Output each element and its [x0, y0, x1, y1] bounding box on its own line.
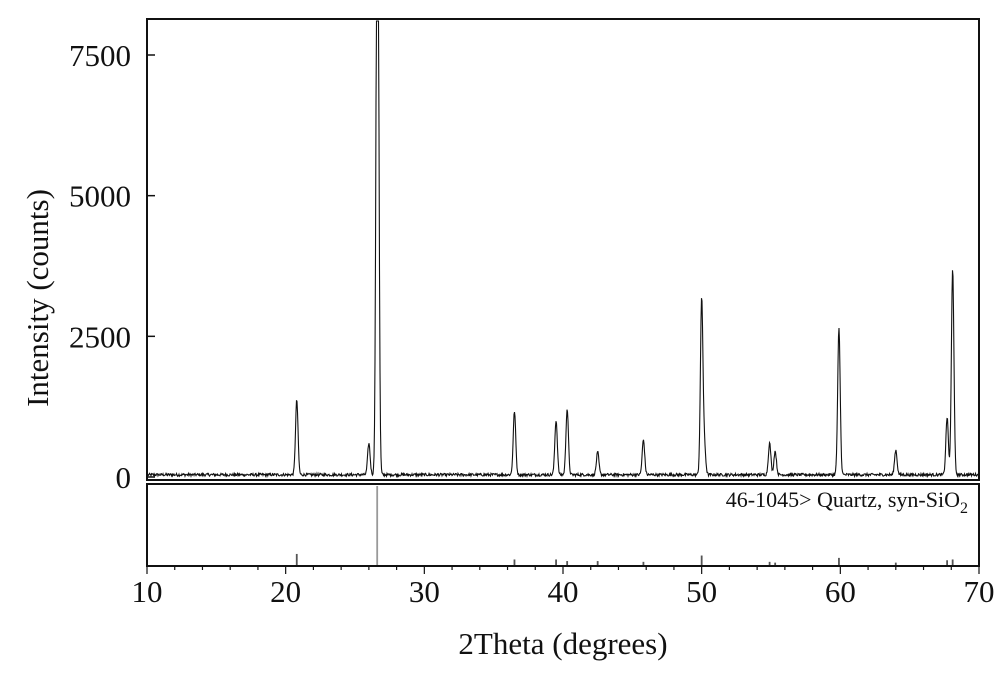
diffraction-trace	[147, 20, 979, 479]
x-tick-label: 60	[825, 574, 856, 609]
x-tick-label: 70	[964, 574, 995, 609]
x-tick-label: 10	[132, 574, 163, 609]
reference-pattern	[295, 486, 954, 565]
plot-frame	[146, 18, 980, 481]
x-axis: 10 20 30 40 50 60 70	[132, 566, 995, 609]
y-tick-label: 0	[116, 460, 132, 495]
x-axis-title: 2Theta (degrees)	[458, 626, 667, 661]
y-tick-label: 7500	[69, 38, 131, 73]
reference-label: 46-1045> Quartz, syn-SiO2	[726, 487, 968, 517]
x-tick-label: 40	[548, 574, 579, 609]
diffraction-series-line	[147, 20, 979, 479]
y-tick-label: 5000	[69, 179, 131, 214]
x-tick-label: 50	[686, 574, 717, 609]
y-axis: 0 2500 5000 7500	[69, 38, 155, 495]
y-tick-label: 2500	[69, 319, 131, 354]
x-tick-label: 30	[409, 574, 440, 609]
y-axis-title: Intensity (counts)	[20, 189, 55, 407]
x-tick-label: 20	[270, 574, 301, 609]
